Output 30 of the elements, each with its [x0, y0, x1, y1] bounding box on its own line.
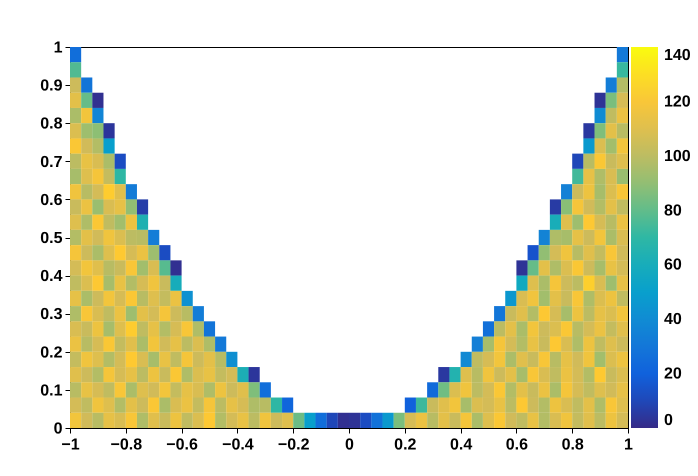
y-tick-label: 0.2	[40, 344, 63, 362]
y-tick-label: 0.1	[40, 382, 63, 400]
color-bar-label: 80	[664, 202, 682, 220]
y-tick-label: 0.9	[40, 78, 63, 95]
color-bar-label: 0	[664, 412, 673, 429]
y-tick-label: 0.4	[40, 268, 63, 286]
y-tick-label: 0	[54, 420, 63, 438]
y-tick-label: 0.8	[40, 116, 63, 133]
color-bar-label: 100	[664, 148, 691, 165]
y-tick-label: 0.6	[40, 192, 63, 209]
x-tick-label: −0.8	[110, 436, 142, 454]
x-tick-label: 0.4	[450, 436, 472, 454]
x-tick-label: 0.8	[562, 436, 584, 454]
y-tick-label: 0.7	[40, 154, 63, 171]
x-tick-label: −1	[61, 436, 80, 454]
color-bar-label: 140	[664, 47, 691, 64]
y-tick-label: 1	[54, 40, 63, 56]
color-bar-label: 20	[664, 366, 682, 383]
x-tick-label: −0.2	[278, 436, 310, 454]
x-tick-label: 0	[345, 436, 354, 454]
color-bar-label: 60	[664, 256, 682, 274]
x-tick-label: 0.2	[394, 436, 417, 454]
x-tick-label: −0.4	[222, 436, 254, 454]
x-tick-label: 0.6	[506, 436, 528, 454]
x-tick-label: 1	[624, 436, 634, 454]
y-tick-label: 0.3	[40, 306, 63, 324]
y-tick-label: 0.5	[40, 230, 63, 247]
color-bar-label: 120	[664, 93, 691, 110]
color-bar-label: 40	[664, 311, 682, 328]
x-tick-label: −0.6	[166, 436, 198, 454]
